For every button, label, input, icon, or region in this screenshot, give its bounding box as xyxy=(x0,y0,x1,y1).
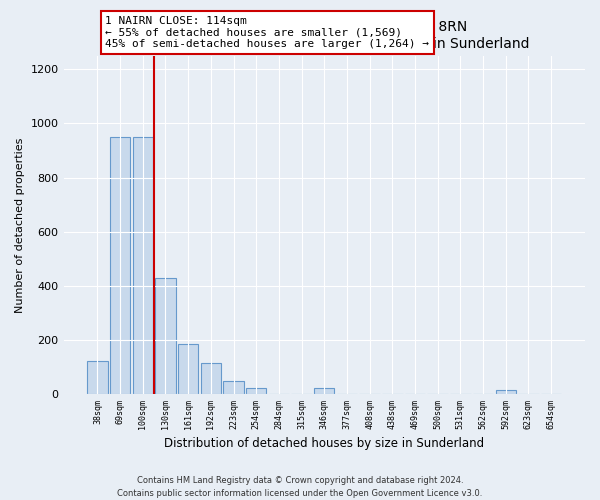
Title: 1, NAIRN CLOSE, SUNDERLAND, SR4 8RN
Size of property relative to detached houses: 1, NAIRN CLOSE, SUNDERLAND, SR4 8RN Size… xyxy=(119,20,529,50)
Bar xyxy=(223,381,244,394)
Bar xyxy=(87,362,107,394)
Bar xyxy=(246,388,266,394)
Bar xyxy=(133,137,153,394)
Bar xyxy=(155,278,176,394)
Bar xyxy=(496,390,516,394)
Bar xyxy=(178,344,199,394)
Text: Contains HM Land Registry data © Crown copyright and database right 2024.
Contai: Contains HM Land Registry data © Crown c… xyxy=(118,476,482,498)
Y-axis label: Number of detached properties: Number of detached properties xyxy=(15,137,25,312)
Text: 1 NAIRN CLOSE: 114sqm
← 55% of detached houses are smaller (1,569)
45% of semi-d: 1 NAIRN CLOSE: 114sqm ← 55% of detached … xyxy=(105,16,429,49)
Bar xyxy=(200,362,221,394)
Bar xyxy=(314,388,334,394)
X-axis label: Distribution of detached houses by size in Sunderland: Distribution of detached houses by size … xyxy=(164,437,484,450)
Bar xyxy=(110,137,130,394)
